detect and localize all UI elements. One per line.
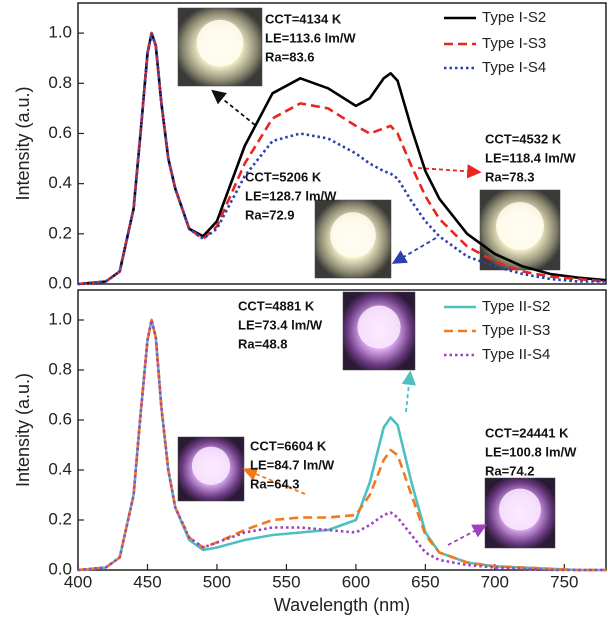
y-tick-label: 0.0	[48, 273, 72, 292]
series-line	[77, 318, 606, 572]
legend-label: Type I-S4	[482, 59, 546, 76]
photo-lamp	[499, 488, 541, 531]
y-tick-label: 0.8	[48, 73, 72, 92]
y-tick-label: 0.4	[48, 173, 72, 192]
annotation-text: LE=73.4 lm/W	[238, 317, 323, 332]
annotation-arrow	[417, 164, 482, 179]
photo-lamp	[357, 305, 401, 349]
y-tick-label: 0.6	[48, 123, 72, 142]
annotation-text: LE=113.6 lm/W	[265, 30, 356, 45]
annotation-arrow	[211, 89, 256, 126]
annotation-text: CCT=4532 K	[485, 131, 562, 146]
x-tick-label: 400	[64, 572, 92, 591]
x-tick-label: 650	[411, 572, 439, 591]
legend-label: Type II-S4	[482, 346, 550, 363]
y-tick-label: 0.0	[48, 559, 72, 578]
annotation-text: Ra=72.9	[245, 207, 295, 222]
y-axis-label: Intensity (a.u.)	[13, 86, 33, 200]
annotation-text: Ra=48.8	[238, 336, 288, 351]
annotation-text: CCT=24441 K	[485, 425, 569, 440]
annotation-text: Ra=74.2	[485, 463, 535, 478]
y-tick-label: 0.6	[48, 409, 72, 428]
series-line	[77, 31, 607, 286]
annotation-text: Ra=78.3	[485, 169, 535, 184]
y-tick-label: 0.4	[48, 459, 72, 478]
x-tick-label: 550	[272, 572, 300, 591]
x-tick-label: 500	[203, 572, 231, 591]
x-tick-label: 700	[481, 572, 509, 591]
annotation-arrow	[242, 467, 306, 495]
x-tick-label: 750	[550, 572, 578, 591]
x-tick-label: 600	[342, 572, 370, 591]
x-axis-label: Wavelength (nm)	[274, 595, 410, 615]
annotation-text: LE=100.8 lm/W	[485, 444, 577, 459]
annotation-text: Ra=83.6	[265, 49, 315, 64]
series-line	[77, 31, 606, 286]
legend-label: Type I-S2	[482, 9, 546, 26]
annotation-arrow	[391, 237, 437, 264]
annotation-text: Ra=64.3	[250, 476, 300, 491]
photo-lamp	[330, 212, 376, 258]
y-tick-label: 1.0	[48, 309, 72, 328]
annotation-text: CCT=4881 K	[238, 298, 315, 313]
annotation-arrow	[401, 370, 417, 413]
annotation-text: CCT=5206 K	[245, 169, 322, 184]
annotation-text: CCT=4134 K	[265, 11, 342, 26]
legend-label: Type II-S2	[482, 298, 550, 315]
annotation-text: CCT=6604 K	[250, 438, 327, 453]
y-tick-label: 1.0	[48, 23, 72, 42]
annotation-text: LE=118.4 lm/W	[485, 150, 576, 165]
photo-lamp	[496, 202, 544, 250]
legend-label: Type II-S3	[482, 322, 550, 339]
annotation-text: LE=128.7 lm/W	[245, 188, 337, 203]
series-line	[77, 318, 606, 572]
photo-lamp	[196, 19, 244, 67]
x-tick-label: 450	[133, 572, 161, 591]
plot-frame	[77, 2, 607, 285]
annotation-arrow	[447, 524, 488, 546]
y-tick-label: 0.2	[48, 509, 72, 528]
legend-label: Type I-S3	[482, 35, 546, 52]
y-axis-label: Intensity (a.u.)	[13, 373, 33, 487]
plot-frame	[77, 289, 607, 571]
annotation-text: LE=84.7 lm/W	[250, 457, 335, 472]
y-tick-label: 0.2	[48, 223, 72, 242]
y-tick-label: 0.8	[48, 359, 72, 378]
photo-lamp	[191, 446, 231, 485]
